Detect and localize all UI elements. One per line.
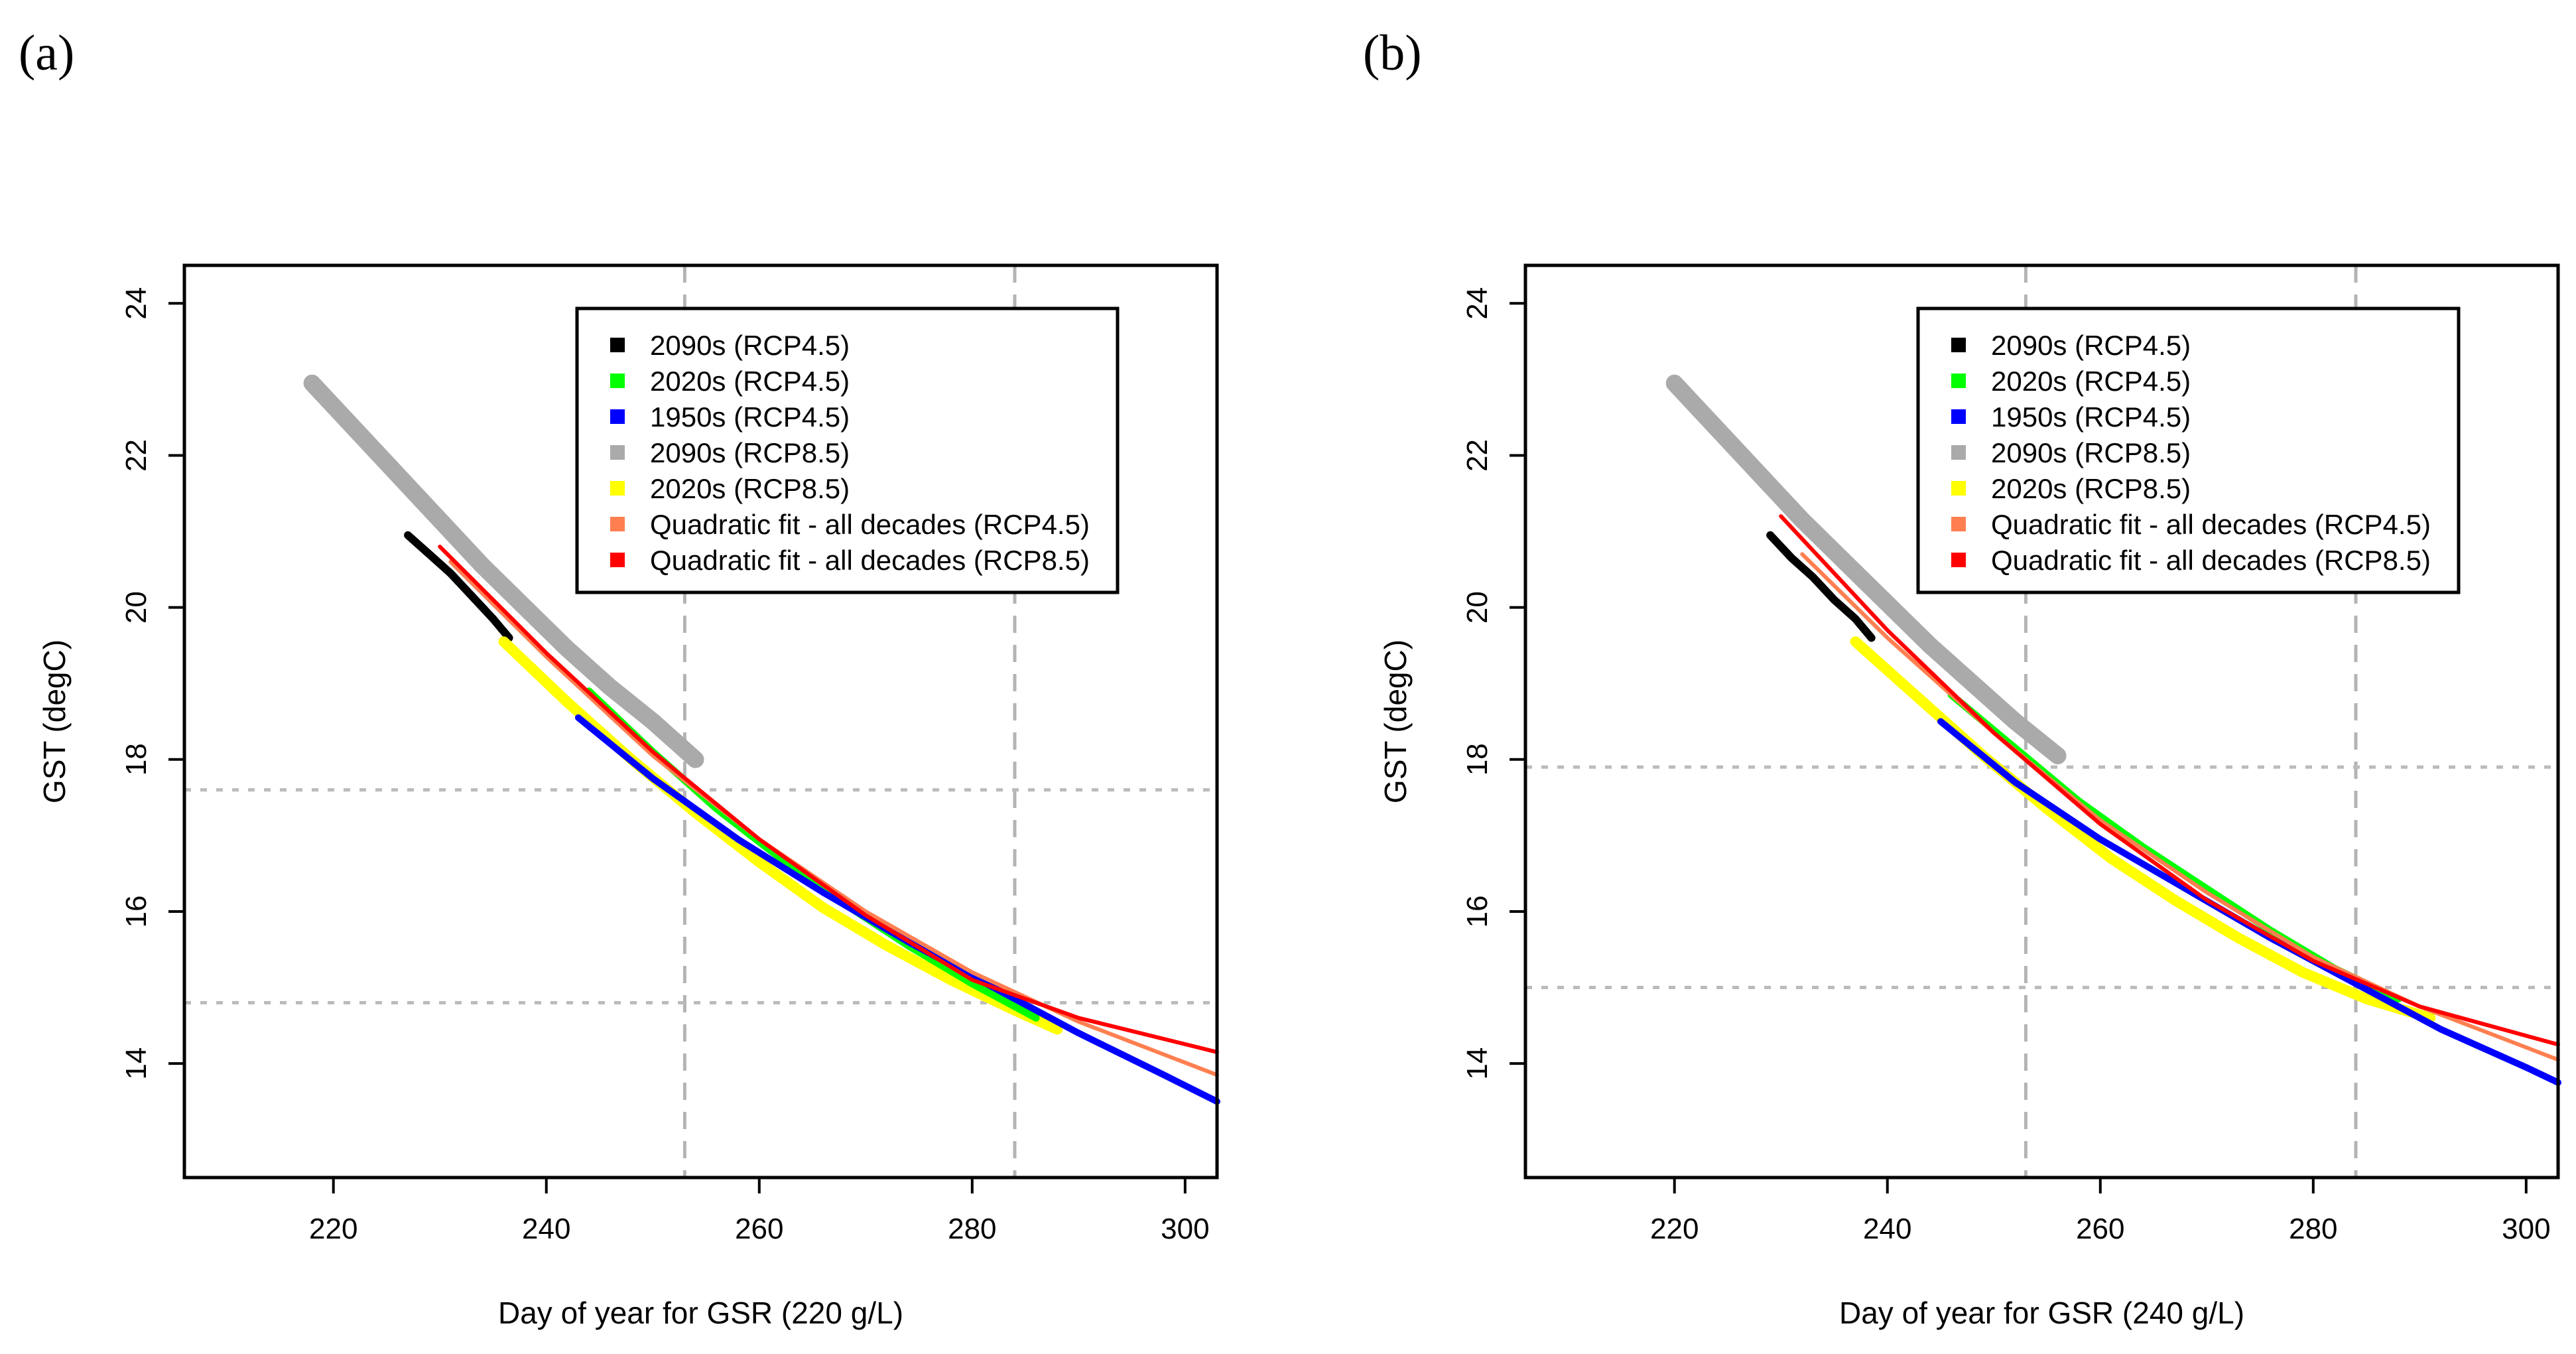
legend-label: 2090s (RCP8.5) bbox=[650, 437, 850, 468]
chart-panel-2: (b) 220 240 260 280 300 14 16 18 20 22 24 Day of yea… bbox=[1363, 25, 2561, 1330]
y-tick-label: 18 bbox=[120, 743, 153, 776]
x-tick-label: 300 bbox=[1161, 1213, 1209, 1245]
y-axis-label: GST (degC) bbox=[37, 640, 72, 803]
legend: 2090s (RCP4.5) 2020s (RCP4.5) 1950s (RCP4.… bbox=[575, 306, 1120, 594]
legend-swatch bbox=[610, 445, 625, 460]
panel-label: (b) bbox=[1363, 25, 1422, 81]
y-tick-label: 22 bbox=[120, 439, 153, 472]
y-tick-label: 24 bbox=[120, 287, 153, 320]
panel-label: (a) bbox=[19, 25, 74, 81]
legend-label: Quadratic fit - all decades (RCP4.5) bbox=[1991, 509, 2431, 540]
legend-swatch bbox=[610, 517, 625, 531]
x-tick-label: 220 bbox=[309, 1213, 357, 1245]
y-tick-label: 14 bbox=[1461, 1048, 1494, 1080]
legend-label: 2020s (RCP4.5) bbox=[650, 366, 850, 397]
x-tick-label: 280 bbox=[948, 1213, 996, 1245]
x-tick-label: 300 bbox=[2502, 1213, 2550, 1245]
chart-panel-1: (a) 220 240 260 280 300 14 16 18 20 22 24 Day of yea… bbox=[19, 25, 1220, 1330]
legend-swatch bbox=[1951, 409, 1966, 424]
legend: 2090s (RCP4.5) 2020s (RCP4.5) 1950s (RCP4.… bbox=[1916, 306, 2461, 594]
y-tick-label: 16 bbox=[120, 895, 153, 927]
series-line bbox=[438, 545, 1219, 1054]
legend-swatch bbox=[610, 481, 625, 496]
legend-label: 1950s (RCP4.5) bbox=[1991, 401, 2191, 433]
y-tick-label: 22 bbox=[1461, 439, 1494, 472]
plot-frame bbox=[1523, 263, 2560, 1180]
legend-swatch bbox=[610, 373, 625, 388]
x-axis-label: Day of year for GSR (240 g/L) bbox=[1839, 1296, 2244, 1330]
legend-box bbox=[575, 306, 1120, 594]
x-tick-label: 280 bbox=[2289, 1213, 2337, 1245]
series-line bbox=[1779, 514, 2560, 1047]
legend-swatch bbox=[1951, 445, 1966, 460]
legend-label: 2090s (RCP4.5) bbox=[650, 330, 850, 361]
legend-swatch bbox=[1951, 338, 1966, 352]
legend-label: Quadratic fit - all decades (RCP8.5) bbox=[1991, 545, 2431, 576]
y-axis-label: GST (degC) bbox=[1378, 640, 1413, 803]
x-tick-label: 240 bbox=[522, 1213, 570, 1245]
legend-label: 2090s (RCP4.5) bbox=[1991, 330, 2191, 361]
y-tick-label: 20 bbox=[1461, 591, 1494, 624]
legend-label: 1950s (RCP4.5) bbox=[650, 401, 850, 433]
legend-swatch bbox=[1951, 553, 1966, 567]
legend-swatch bbox=[610, 338, 625, 352]
legend-swatch bbox=[1951, 517, 1966, 531]
x-axis-label: Day of year for GSR (220 g/L) bbox=[498, 1296, 903, 1330]
y-tick-label: 20 bbox=[120, 591, 153, 624]
x-tick-label: 260 bbox=[735, 1213, 783, 1245]
series-line bbox=[1665, 374, 2067, 765]
series-line bbox=[404, 531, 513, 642]
legend-swatch bbox=[1951, 481, 1966, 496]
legend-label: 2020s (RCP4.5) bbox=[1991, 366, 2191, 397]
legend-swatch bbox=[610, 409, 625, 424]
series-line bbox=[1947, 691, 2402, 1003]
series-line bbox=[1937, 718, 2561, 1086]
legend-label: 2090s (RCP8.5) bbox=[1991, 437, 2191, 468]
y-tick-label: 18 bbox=[1461, 743, 1494, 776]
x-tick-label: 260 bbox=[2076, 1213, 2124, 1245]
x-tick-label: 220 bbox=[1650, 1213, 1699, 1245]
legend-label: 2020s (RCP8.5) bbox=[1991, 473, 2191, 504]
y-tick-label: 14 bbox=[120, 1048, 153, 1080]
x-tick-label: 240 bbox=[1863, 1213, 1911, 1245]
legend-label: Quadratic fit - all decades (RCP8.5) bbox=[650, 545, 1090, 576]
y-tick-label: 16 bbox=[1461, 895, 1494, 927]
legend-box bbox=[1916, 306, 2461, 594]
legend-label: Quadratic fit - all decades (RCP4.5) bbox=[650, 509, 1090, 540]
legend-swatch bbox=[1951, 373, 1966, 388]
legend-swatch bbox=[610, 553, 625, 567]
plot-frame bbox=[182, 263, 1219, 1180]
y-tick-label: 24 bbox=[1461, 287, 1494, 320]
series-line bbox=[1850, 636, 2436, 1024]
series-line bbox=[303, 374, 704, 768]
series-line bbox=[1766, 531, 1876, 642]
legend-label: 2020s (RCP8.5) bbox=[650, 473, 850, 504]
